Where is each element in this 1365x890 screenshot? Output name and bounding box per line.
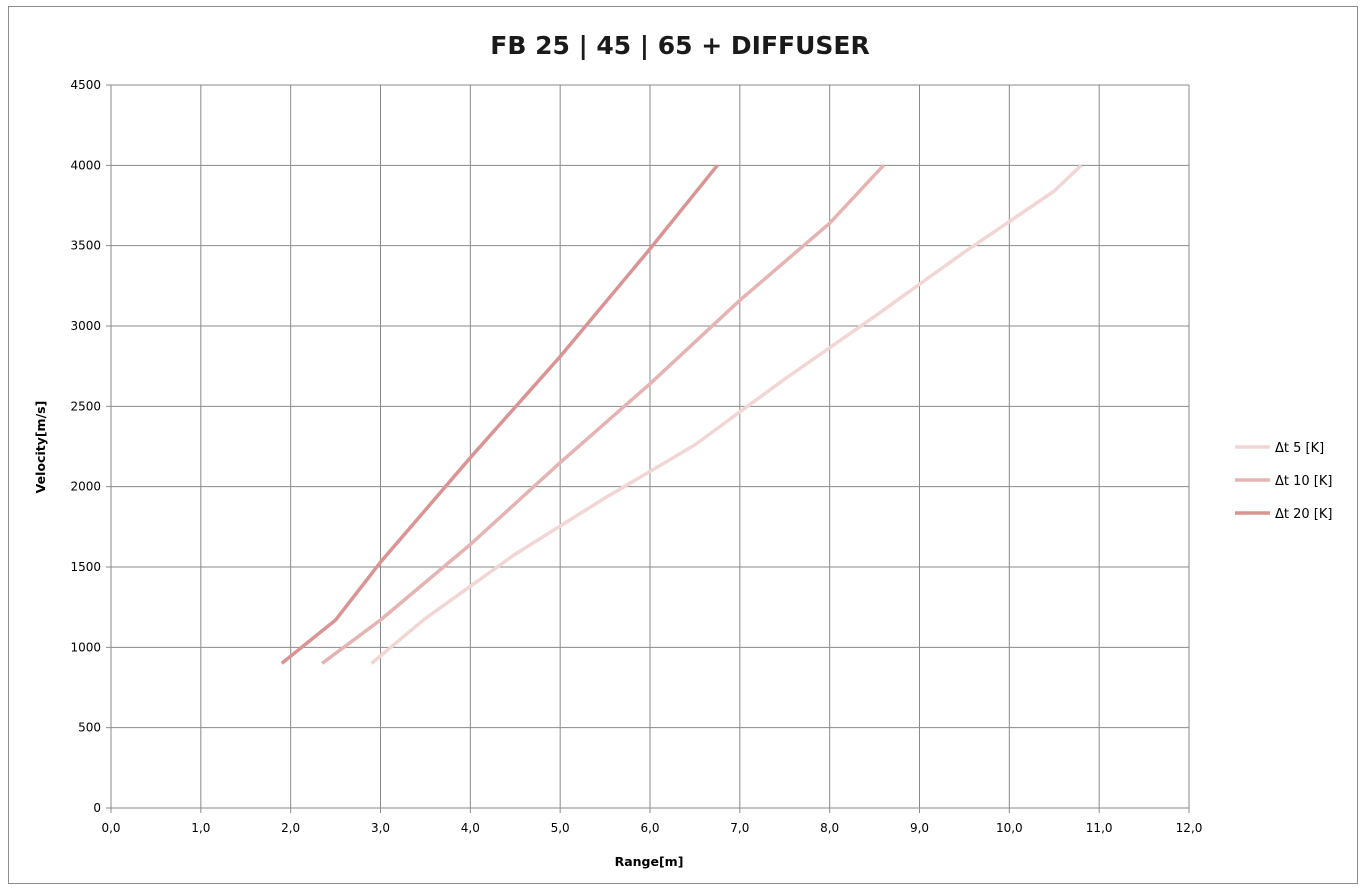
y-tick-label: 1000 [70, 640, 101, 654]
y-tick-label: 1500 [70, 560, 101, 574]
x-tick-label: 9,0 [910, 821, 929, 835]
legend-label: Δt 5 [K] [1275, 441, 1324, 456]
y-axis-label: Velocity[m/s] [33, 401, 48, 494]
chart-title: FB 25 | 45 | 65 + DIFFUSER [490, 31, 869, 60]
x-tick-label: 10,0 [996, 821, 1023, 835]
grid [111, 84, 1190, 808]
x-tick-label: 4,0 [461, 821, 480, 835]
y-tick-label: 4000 [70, 158, 101, 172]
y-tick-label: 500 [78, 721, 101, 735]
x-tick-label: 11,0 [1086, 821, 1113, 835]
x-tick-label: 8,0 [820, 821, 839, 835]
series-lines [280, 164, 1083, 665]
legend-label: Δt 20 [K] [1275, 507, 1332, 522]
x-tick-label: 7,0 [730, 821, 749, 835]
y-tick-label: 0 [93, 801, 101, 815]
x-tick-label: 12,0 [1176, 821, 1203, 835]
legend: Δt 5 [K] Δt 10 [K] Δt 20 [K] [1235, 441, 1332, 522]
axes: 0,0 1,0 2,0 3,0 4,0 5,0 6,0 7,0 8,0 9,0 10,0 11,0 12… [70, 78, 1202, 835]
x-tick-label: 1,0 [191, 821, 210, 835]
x-tick-label: 2,0 [281, 821, 300, 835]
x-tick-label: 6,0 [640, 821, 659, 835]
y-tick-label: 2000 [70, 480, 101, 494]
y-tick-label: 3000 [70, 319, 101, 333]
x-axis-label: Range[m] [615, 854, 684, 869]
x-tick-label: 0,0 [101, 821, 120, 835]
legend-label: Δt 10 [K] [1275, 474, 1332, 489]
series-line-1 [370, 164, 1083, 665]
x-tick-label: 3,0 [371, 821, 390, 835]
series-line-3 [280, 164, 719, 665]
series-line-2 [321, 164, 885, 665]
y-tick-label: 2500 [70, 399, 101, 413]
chart-frame [8, 6, 1358, 884]
x-tick-label: 5,0 [551, 821, 570, 835]
y-tick-label: 4500 [70, 78, 101, 92]
y-tick-label: 3500 [70, 239, 101, 253]
